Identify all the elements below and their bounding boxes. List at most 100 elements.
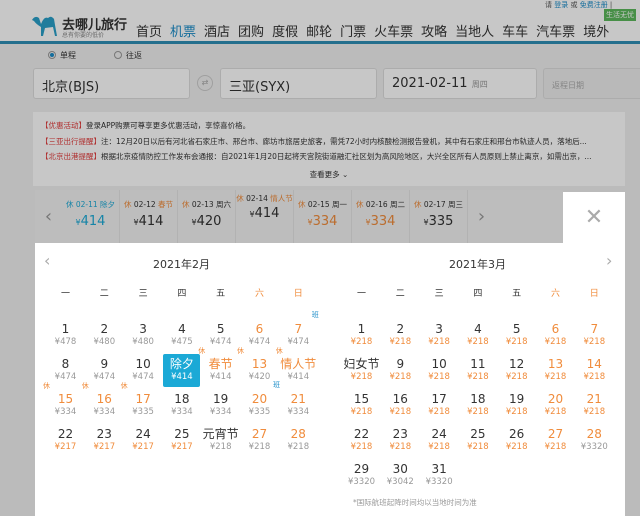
calendar-day[interactable]: 23 ¥217 bbox=[86, 424, 123, 457]
nav-item[interactable]: 首页 bbox=[136, 25, 163, 40]
calendar-day[interactable]: 1 ¥218 bbox=[343, 319, 380, 352]
login-link[interactable]: 登录 bbox=[554, 1, 569, 9]
calendar-day[interactable]: 31 ¥3320 bbox=[421, 459, 458, 492]
calendar-day[interactable]: 29 ¥3320 bbox=[343, 459, 380, 492]
calendar-day[interactable]: 4 ¥218 bbox=[459, 319, 496, 352]
day-price: ¥217 bbox=[93, 442, 116, 452]
calendar-day[interactable]: 25 ¥218 bbox=[459, 424, 496, 457]
calendar-day[interactable]: 班 20 ¥335 bbox=[241, 381, 280, 422]
calendar-day[interactable]: 6 ¥474 bbox=[241, 319, 278, 352]
swap-icon[interactable]: ⇄ bbox=[197, 75, 213, 91]
nav-item[interactable]: 汽车票 bbox=[536, 25, 576, 40]
next-month-icon[interactable]: › bbox=[606, 251, 613, 270]
date-strip-item[interactable]: 休 02-15 周一 ¥334 bbox=[294, 190, 352, 243]
nav-item[interactable]: 境外 bbox=[583, 25, 610, 40]
calendar-day[interactable]: 3 ¥480 bbox=[125, 319, 162, 352]
date-strip-item[interactable]: 休 02-16 周二 ¥334 bbox=[352, 190, 410, 243]
calendar-day[interactable]: 4 ¥475 bbox=[163, 319, 200, 352]
calendar-day[interactable]: 休 13 ¥420 bbox=[237, 347, 278, 387]
nav-item[interactable]: 邮轮 bbox=[306, 25, 333, 40]
calendar-day[interactable]: 5 ¥474 bbox=[202, 319, 239, 352]
date-strip-item[interactable]: 休 02-14 情人节 ¥414 bbox=[236, 190, 294, 243]
register-link[interactable]: 免费注册 bbox=[579, 1, 608, 9]
calendar-day[interactable]: 13 ¥218 bbox=[537, 354, 574, 387]
depart-date-input[interactable]: 2021-02-11 周四 bbox=[383, 68, 537, 99]
nav-item[interactable]: 团购 bbox=[238, 25, 265, 40]
nav-item[interactable]: 火车票 bbox=[374, 25, 414, 40]
brand-name[interactable]: 去哪儿旅行 bbox=[62, 18, 128, 33]
calendar-day[interactable]: 8 ¥474 bbox=[47, 354, 84, 387]
from-city-input[interactable]: 北京(BJS) bbox=[33, 68, 190, 99]
calendar-day[interactable]: 26 ¥218 bbox=[498, 424, 535, 457]
round-trip-radio[interactable]: 往返 bbox=[114, 50, 142, 61]
strip-price: ¥414 bbox=[62, 214, 119, 230]
calendar-day[interactable]: 6 ¥218 bbox=[537, 319, 574, 352]
weekday-header: 一 bbox=[356, 289, 366, 299]
calendar-day[interactable]: 休 15 ¥334 bbox=[43, 382, 84, 422]
badge[interactable]: 生活无忧 bbox=[604, 9, 636, 21]
calendar-day[interactable]: 24 ¥218 bbox=[421, 424, 458, 457]
calendar-day[interactable]: 19 ¥218 bbox=[498, 389, 535, 422]
prev-month-icon[interactable]: ‹ bbox=[44, 251, 51, 270]
calendar-day[interactable]: 休 16 ¥334 bbox=[82, 382, 123, 422]
calendar-day[interactable]: 妇女节 ¥218 bbox=[343, 354, 380, 387]
calendar-day[interactable]: 21 ¥218 bbox=[576, 389, 613, 422]
more-link[interactable]: 查看更多 ⌄ bbox=[309, 169, 349, 179]
calendar-day[interactable]: 27 ¥218 bbox=[537, 424, 574, 457]
nav-item[interactable]: 当地人 bbox=[455, 25, 495, 40]
calendar-day[interactable]: 23 ¥218 bbox=[382, 424, 419, 457]
calendar-day[interactable]: 9 ¥474 bbox=[86, 354, 123, 387]
nav-item[interactable]: 度假 bbox=[272, 25, 299, 40]
calendar-day[interactable]: 22 ¥218 bbox=[343, 424, 380, 457]
nav-item[interactable]: 机票 bbox=[170, 25, 197, 40]
strip-prev-icon[interactable]: ‹ bbox=[44, 206, 53, 227]
calendar-day[interactable]: 19 ¥334 bbox=[202, 389, 239, 422]
calendar-day[interactable]: 28 ¥3320 bbox=[576, 424, 613, 457]
nav-item[interactable]: 酒店 bbox=[204, 25, 231, 40]
camel-logo-icon[interactable] bbox=[30, 12, 60, 38]
calendar-day[interactable]: 30 ¥3042 bbox=[382, 459, 419, 492]
date-strip-item[interactable]: 休 02-13 周六 ¥420 bbox=[178, 190, 236, 243]
calendar-day[interactable]: 15 ¥218 bbox=[343, 389, 380, 422]
calendar-day[interactable]: 17 ¥218 bbox=[421, 389, 458, 422]
calendar-day[interactable]: 10 ¥218 bbox=[421, 354, 458, 387]
calendar-day[interactable]: 3 ¥218 bbox=[421, 319, 458, 352]
date-strip-item[interactable]: 休 02-11 除夕 ¥414 bbox=[62, 190, 120, 243]
calendar-day[interactable]: 2 ¥480 bbox=[86, 319, 123, 352]
date-strip-item[interactable]: 休 02-12 春节 ¥414 bbox=[120, 190, 178, 243]
close-icon[interactable]: ✕ bbox=[563, 192, 625, 244]
calendar-day[interactable]: 24 ¥217 bbox=[125, 424, 162, 457]
calendar-day[interactable]: 休春节 ¥414 bbox=[198, 347, 239, 387]
calendar-day[interactable]: 休情人节 ¥414 bbox=[276, 347, 317, 387]
calendar-day[interactable]: 16 ¥218 bbox=[382, 389, 419, 422]
calendar-day[interactable]: 25 ¥217 bbox=[163, 424, 200, 457]
nav-item[interactable]: 门票 bbox=[340, 25, 367, 40]
nav-item[interactable]: 攻略 bbox=[421, 25, 448, 40]
calendar-day[interactable]: 班 7 ¥474 bbox=[280, 311, 318, 352]
calendar-day[interactable]: 28 ¥218 bbox=[280, 424, 317, 457]
calendar-day[interactable]: 5 ¥218 bbox=[498, 319, 535, 352]
calendar-day[interactable]: 27 ¥218 bbox=[241, 424, 278, 457]
calendar-day[interactable]: 12 ¥218 bbox=[498, 354, 535, 387]
calendar-day[interactable]: 18 ¥334 bbox=[163, 389, 200, 422]
nav-item[interactable]: 车车 bbox=[502, 25, 529, 40]
calendar-day[interactable]: 14 ¥218 bbox=[576, 354, 613, 387]
calendar-day[interactable]: 1 ¥478 bbox=[47, 319, 84, 352]
calendar-day[interactable]: 11 ¥218 bbox=[459, 354, 496, 387]
calendar-day[interactable]: 7 ¥218 bbox=[576, 319, 613, 352]
calendar-day[interactable]: 休 17 ¥335 bbox=[121, 382, 162, 422]
strip-next-icon[interactable]: › bbox=[477, 206, 486, 227]
calendar-day[interactable]: 22 ¥217 bbox=[47, 424, 84, 457]
one-way-radio[interactable]: 单程 bbox=[48, 50, 76, 61]
calendar-day[interactable]: 10 ¥474 bbox=[125, 354, 162, 387]
calendar-day[interactable]: 20 ¥218 bbox=[537, 389, 574, 422]
calendar-day[interactable]: 休除夕 ¥414 bbox=[159, 347, 201, 387]
calendar-day[interactable]: 18 ¥218 bbox=[459, 389, 496, 422]
calendar-day[interactable]: 元宵节 ¥218 bbox=[202, 424, 239, 457]
to-city-input[interactable]: 三亚(SYX) bbox=[220, 68, 377, 99]
calendar-day[interactable]: 9 ¥218 bbox=[382, 354, 419, 387]
calendar-day[interactable]: 21 ¥334 bbox=[280, 389, 317, 422]
return-date-input[interactable]: 返程日期 bbox=[543, 68, 640, 99]
date-strip-item[interactable]: 休 02-17 周三 ¥335 bbox=[410, 190, 468, 243]
calendar-day[interactable]: 2 ¥218 bbox=[382, 319, 419, 352]
